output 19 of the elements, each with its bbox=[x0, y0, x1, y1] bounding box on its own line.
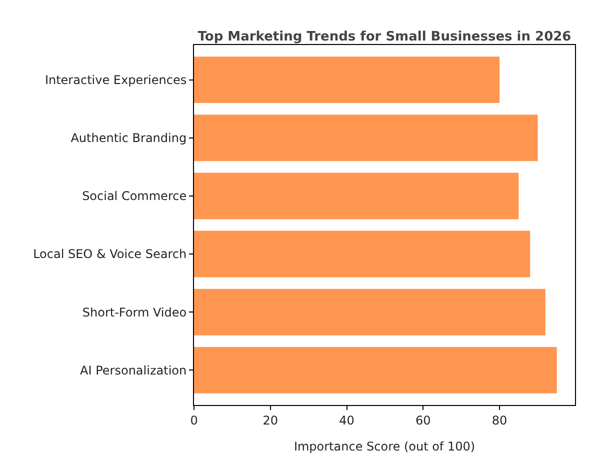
bar bbox=[194, 56, 500, 104]
y-tick-label: Short-Form Video bbox=[82, 305, 187, 320]
x-tick-label: 20 bbox=[262, 413, 278, 428]
x-tick-label: 60 bbox=[416, 413, 431, 428]
x-tick-label: 40 bbox=[339, 413, 354, 428]
bar bbox=[194, 288, 546, 336]
y-tick-label: AI Personalization bbox=[80, 363, 187, 378]
bar bbox=[194, 346, 557, 394]
y-tick-label: Local SEO & Voice Search bbox=[33, 247, 187, 262]
x-tick-label: 0 bbox=[190, 413, 198, 428]
y-tick-label: Authentic Branding bbox=[70, 131, 187, 146]
y-tick-label: Interactive Experiences bbox=[44, 73, 187, 88]
chart-title: Top Marketing Trends for Small Businesses in 2026 bbox=[198, 30, 572, 45]
bar bbox=[194, 230, 530, 278]
x-axis-title: Importance Score (out of 100) bbox=[294, 439, 476, 454]
y-tick-label: Social Commerce bbox=[82, 189, 187, 204]
x-tick-label: 80 bbox=[492, 413, 508, 428]
bar bbox=[194, 172, 519, 220]
bar bbox=[194, 114, 538, 162]
